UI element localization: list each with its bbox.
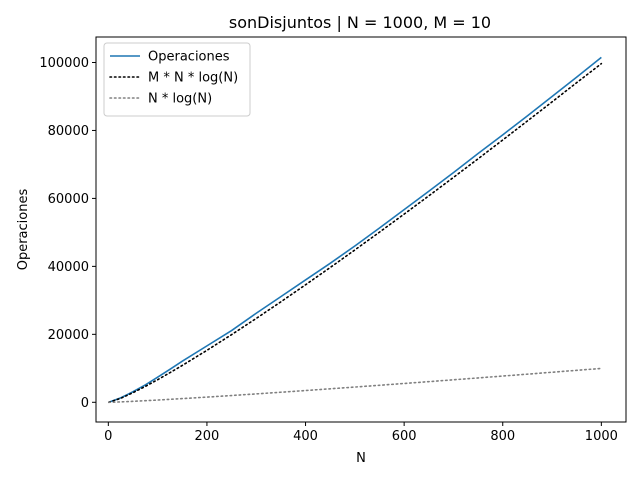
chart-title: sonDisjuntos | N = 1000, M = 10 — [229, 13, 491, 32]
y-tick-label: 40000 — [48, 260, 89, 275]
y-tick-label: 80000 — [48, 124, 89, 139]
x-tick-label: 400 — [293, 429, 318, 444]
legend-label-0: Operaciones — [148, 50, 230, 65]
series-line-1 — [108, 62, 603, 404]
series-layer — [108, 56, 603, 404]
y-axis: 0 20000 40000 60000 80000 100000 — [39, 56, 96, 411]
y-tick-label: 0 — [81, 396, 89, 411]
plot-frame — [95, 36, 627, 423]
x-tick-label: 200 — [195, 429, 220, 444]
legend: Operaciones M * N * log(N) N * log(N) — [103, 42, 251, 117]
y-tick-label: 20000 — [48, 328, 89, 343]
y-axis-label: Operaciones — [16, 189, 31, 271]
x-tick-label: 800 — [490, 429, 515, 444]
y-tick-label: 100000 — [39, 56, 89, 71]
series-line-0 — [108, 56, 602, 404]
legend-label-1: M * N * log(N) — [148, 71, 238, 86]
x-tick-label: 0 — [104, 429, 112, 444]
x-axis-label: N — [356, 451, 366, 466]
x-tick-label: 600 — [392, 429, 417, 444]
legend-box — [103, 42, 251, 117]
x-axis: 0 200 400 600 800 1000 — [104, 422, 618, 444]
x-tick-label: 1000 — [585, 429, 618, 444]
legend-label-2: N * log(N) — [148, 92, 212, 107]
y-tick-label: 60000 — [48, 192, 89, 207]
series-line-2 — [108, 367, 603, 404]
